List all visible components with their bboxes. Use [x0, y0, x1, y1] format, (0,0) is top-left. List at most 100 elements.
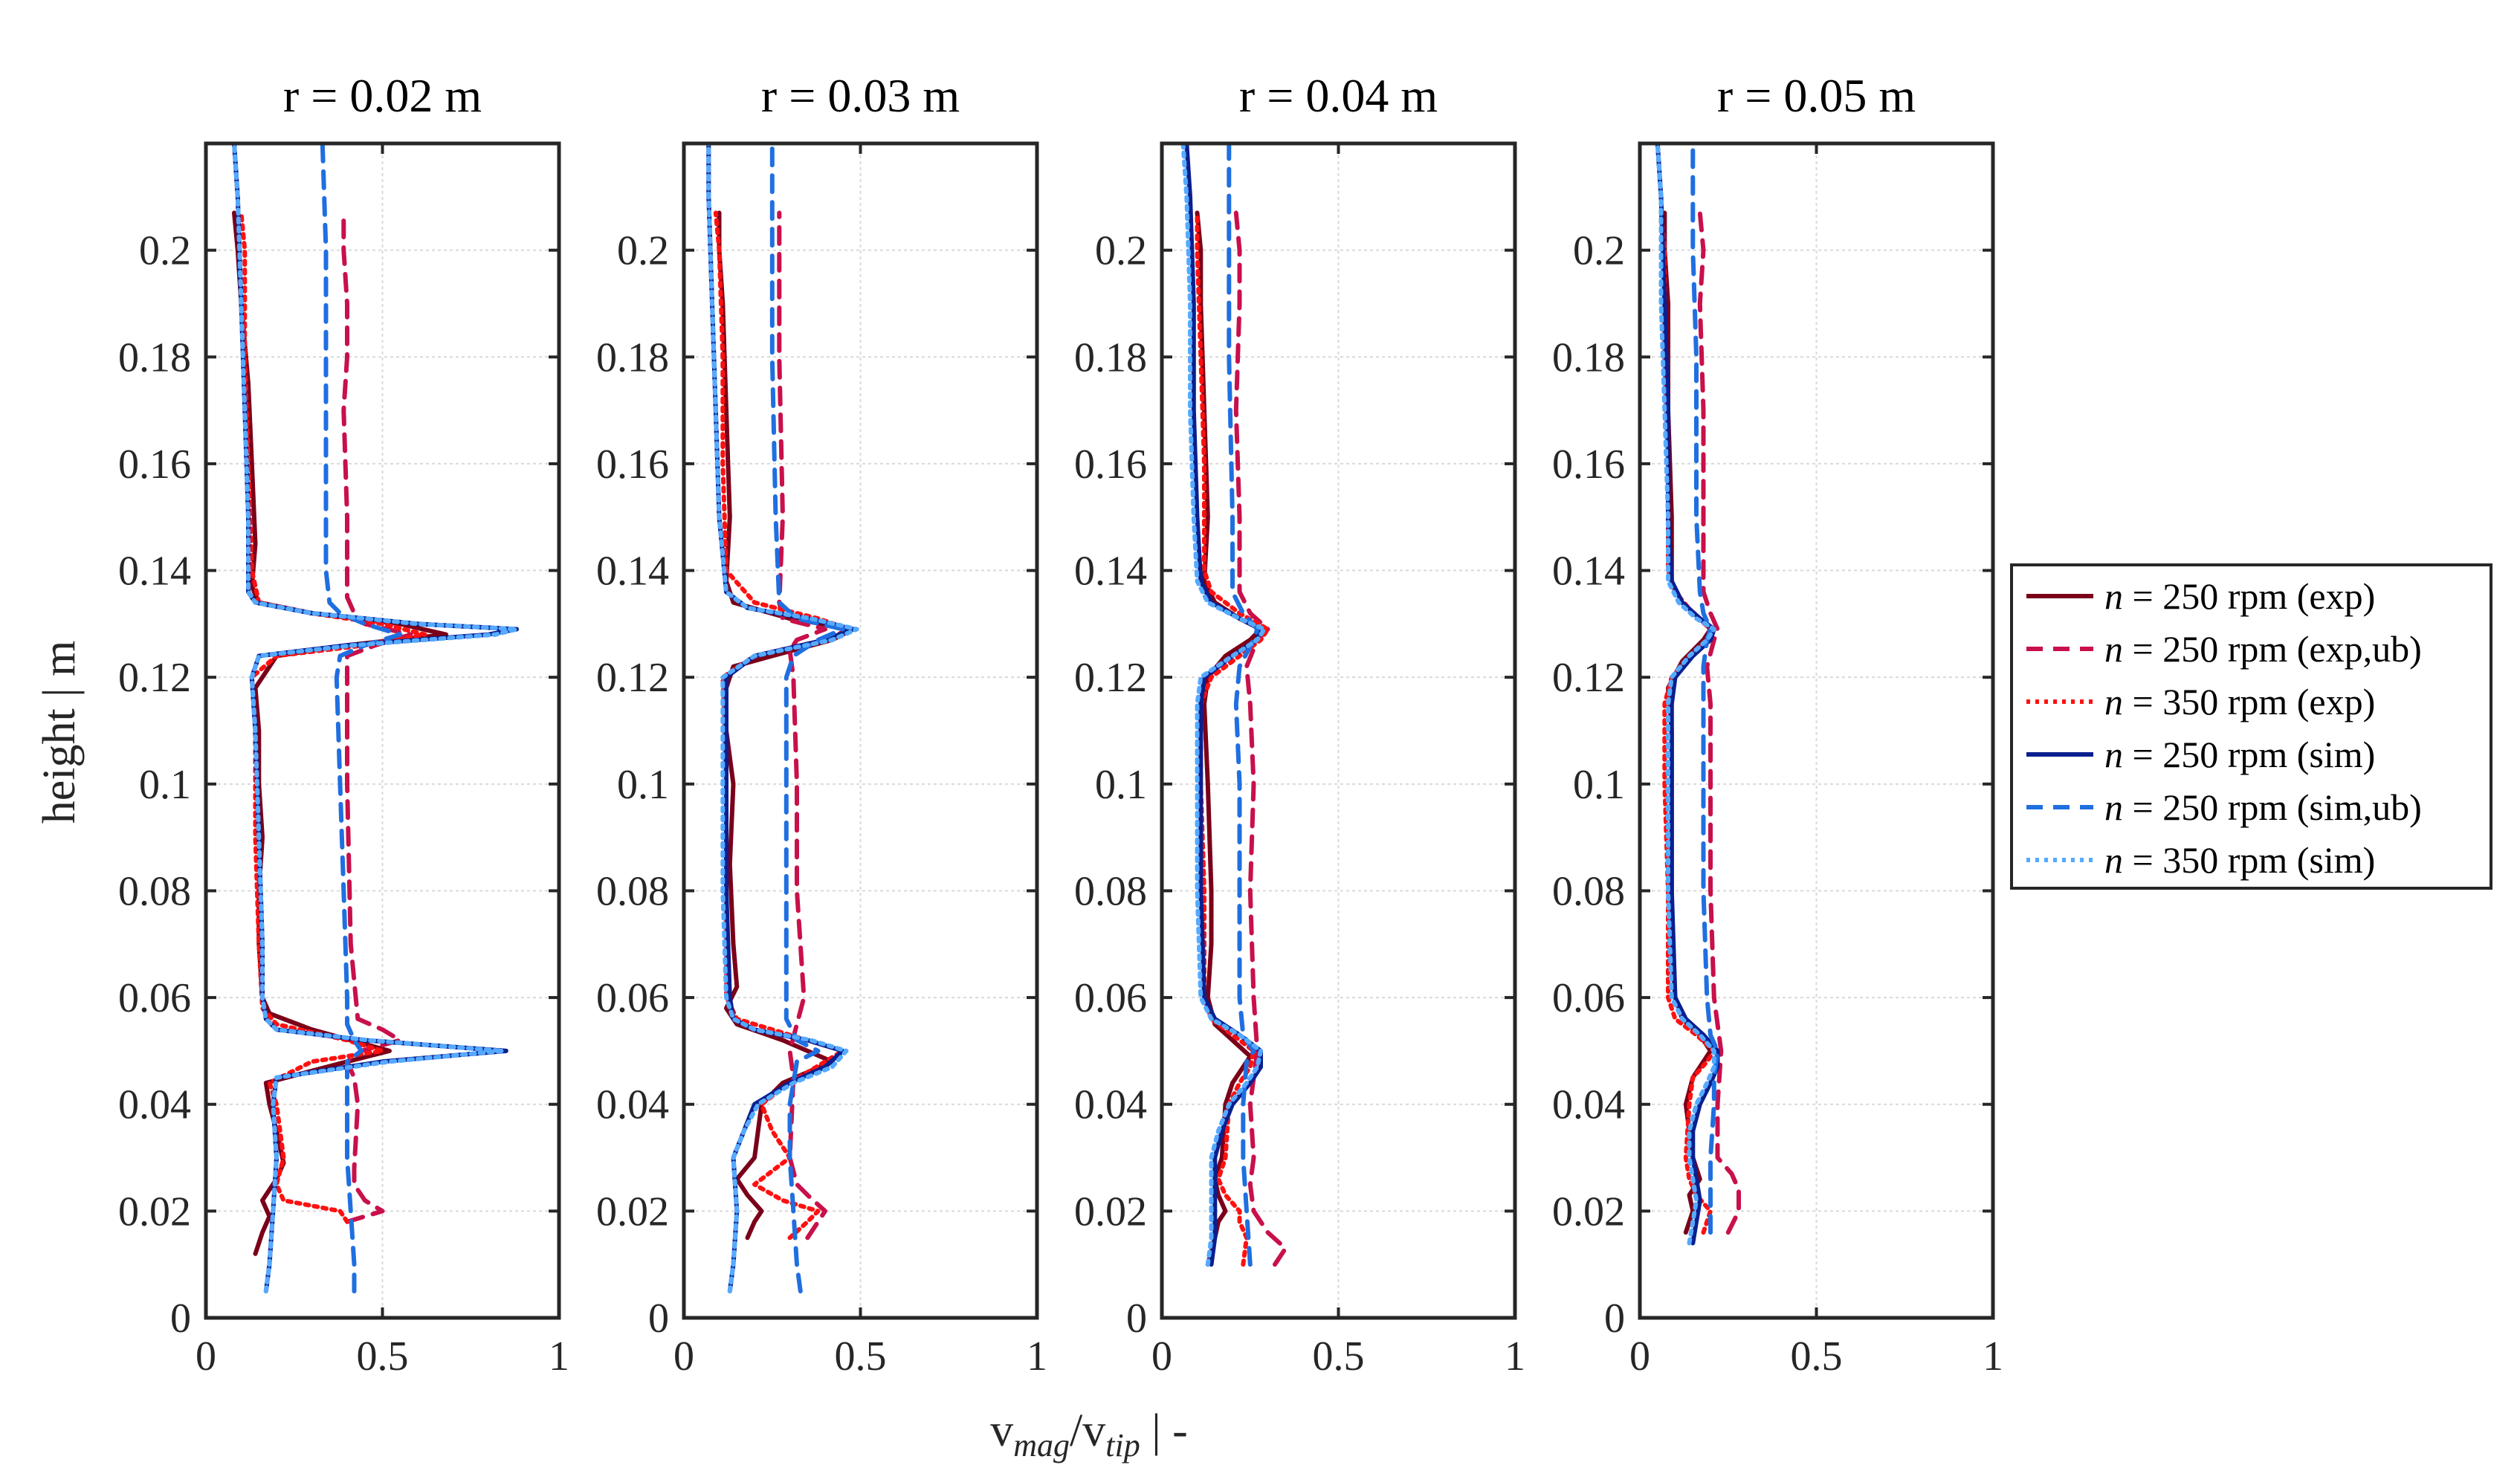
legend-label: n = 250 rpm (exp)	[2104, 575, 2375, 617]
y-tick-label: 0.04	[596, 1082, 669, 1128]
axis-frame	[682, 141, 1039, 1320]
y-tick-label: 0	[648, 1296, 669, 1342]
x-tick-label: 1	[1505, 1333, 1525, 1380]
y-tick-label: 0.04	[1074, 1082, 1147, 1128]
x-tick-label: 0	[1151, 1333, 1172, 1380]
y-tick-label: 0.06	[1074, 975, 1147, 1021]
y-tick-label: 0.1	[139, 762, 191, 808]
legend-item: n = 250 rpm (sim)	[2026, 734, 2375, 775]
y-tick-label: 0.06	[596, 975, 669, 1021]
legend-box	[2010, 563, 2492, 890]
series-line-6	[1655, 143, 1716, 1246]
series-line-6	[232, 143, 519, 1294]
x-tick-label: 1	[1027, 1333, 1047, 1380]
legend-item: n = 250 rpm (exp,ub)	[2026, 628, 2422, 670]
y-tick-label: 0.06	[118, 975, 191, 1021]
legend-item: n = 350 rpm (exp)	[2026, 681, 2375, 722]
y-tick-label: 0.02	[1074, 1189, 1147, 1235]
y-tick-label: 0.08	[1552, 868, 1625, 914]
panel-title: r = 0.02 m	[283, 69, 482, 122]
y-tick-label: 0.12	[118, 655, 191, 701]
panel-4: 0 0.5 1 0 0.02 0.04 0.06 0.08 0.1 0.12 0.14 0.16 0.1…	[1552, 69, 2003, 1380]
legend-label: n = 250 rpm (sim,ub)	[2104, 786, 2422, 828]
y-tick-label: 0.02	[1552, 1189, 1625, 1235]
series-line-4	[1184, 143, 1263, 1267]
panels: 0 0.5 1 0 0.02 0.04 0.06 0.08 0.1 0.12 0.14 0.16 0.1…	[118, 69, 2003, 1380]
y-tick-label: 0.2	[139, 228, 191, 274]
series-line-6	[706, 143, 859, 1294]
panel-1: 0 0.5 1 0 0.02 0.04 0.06 0.08 0.1 0.12 0.14 0.16 0.1…	[118, 69, 569, 1380]
legend-item: n = 350 rpm (sim)	[2026, 839, 2375, 881]
y-tick-label: 0.08	[1074, 868, 1147, 914]
legend: n = 250 rpm (exp) n = 250 rpm (exp,ub) n =…	[2010, 563, 2492, 890]
y-tick-label: 0.18	[596, 334, 669, 381]
y-tick-label: 0.12	[596, 655, 669, 701]
y-tick-label: 0.2	[1095, 228, 1147, 274]
y-tick-label: 0.18	[1552, 334, 1625, 381]
y-tick-label: 0.16	[596, 442, 669, 488]
y-tick-label: 0.08	[596, 868, 669, 914]
series-line-5	[1690, 143, 1720, 1235]
y-tick-label: 0.1	[617, 762, 669, 808]
y-tick-label: 0.14	[596, 549, 669, 595]
y-tick-label: 0	[1126, 1296, 1147, 1342]
y-tick-label: 0.02	[118, 1189, 191, 1235]
y-tick-label: 0.12	[1074, 655, 1147, 701]
x-tick-label: 0	[673, 1333, 694, 1380]
x-tick-label: 0	[1629, 1333, 1650, 1380]
x-tick-label: 0.5	[357, 1333, 409, 1380]
x-tick-label: 0	[196, 1333, 216, 1380]
y-tick-label: 0.12	[1552, 655, 1625, 701]
x-tick-label: 0.5	[835, 1333, 887, 1380]
y-axis-label: height | m	[34, 641, 85, 824]
series-line-2	[1697, 210, 1741, 1235]
panel-title: r = 0.04 m	[1239, 69, 1438, 122]
y-tick-label: 0.2	[617, 228, 669, 274]
y-tick-label: 0.14	[1552, 549, 1625, 595]
y-tick-label: 0.1	[1573, 762, 1625, 808]
series-group	[706, 143, 859, 1294]
y-tick-label: 0.18	[118, 334, 191, 381]
y-tick-label: 0	[1604, 1296, 1625, 1342]
y-tick-label: 0.08	[118, 868, 191, 914]
y-tick-label: 0	[170, 1296, 191, 1342]
series-line-5	[320, 143, 403, 1294]
y-tick-label: 0.1	[1095, 762, 1147, 808]
x-tick-label: 0.5	[1313, 1333, 1365, 1380]
legend-item: n = 250 rpm (sim,ub)	[2026, 786, 2422, 828]
panel-3: 0 0.5 1 0 0.02 0.04 0.06 0.08 0.1 0.12 0.14 0.16 0.1…	[1074, 69, 1525, 1380]
series-line-6	[1180, 143, 1267, 1267]
y-tick-label: 0.16	[1552, 442, 1625, 488]
panel-title: r = 0.05 m	[1717, 69, 1916, 122]
series-line-5	[769, 143, 845, 1294]
y-tick-label: 0.18	[1074, 334, 1147, 381]
x-tick-label: 1	[549, 1333, 569, 1380]
x-tick-label: 1	[1983, 1333, 2003, 1380]
legend-item: n = 250 rpm (exp)	[2026, 575, 2375, 617]
y-tick-label: 0.04	[1552, 1082, 1625, 1128]
x-axis-label: vmag/vtip | -	[990, 1406, 1188, 1464]
x-tick-label: 0.5	[1791, 1333, 1843, 1380]
series-line-2	[341, 210, 413, 1224]
series-group	[1180, 143, 1288, 1267]
series-group	[232, 143, 519, 1294]
y-tick-label: 0.2	[1573, 228, 1625, 274]
y-tick-label: 0.14	[1074, 549, 1147, 595]
y-tick-label: 0.02	[596, 1189, 669, 1235]
series-line-3	[239, 210, 427, 1224]
panel-title: r = 0.03 m	[761, 69, 960, 122]
legend-label: n = 350 rpm (sim)	[2104, 839, 2375, 881]
series-group	[1655, 143, 1741, 1246]
y-tick-label: 0.04	[118, 1082, 191, 1128]
series-line-5	[1227, 143, 1260, 1267]
series-line-2	[777, 210, 827, 1241]
y-tick-label: 0.16	[1074, 442, 1147, 488]
y-tick-label: 0.06	[1552, 975, 1625, 1021]
legend-label: n = 250 rpm (exp,ub)	[2104, 628, 2422, 670]
panel-2: 0 0.5 1 0 0.02 0.04 0.06 0.08 0.1 0.12 0.14 0.16 0.1…	[596, 69, 1047, 1380]
legend-label: n = 250 rpm (sim)	[2104, 734, 2375, 775]
y-tick-label: 0.14	[118, 549, 191, 595]
series-line-2	[1233, 210, 1288, 1267]
y-tick-label: 0.16	[118, 442, 191, 488]
